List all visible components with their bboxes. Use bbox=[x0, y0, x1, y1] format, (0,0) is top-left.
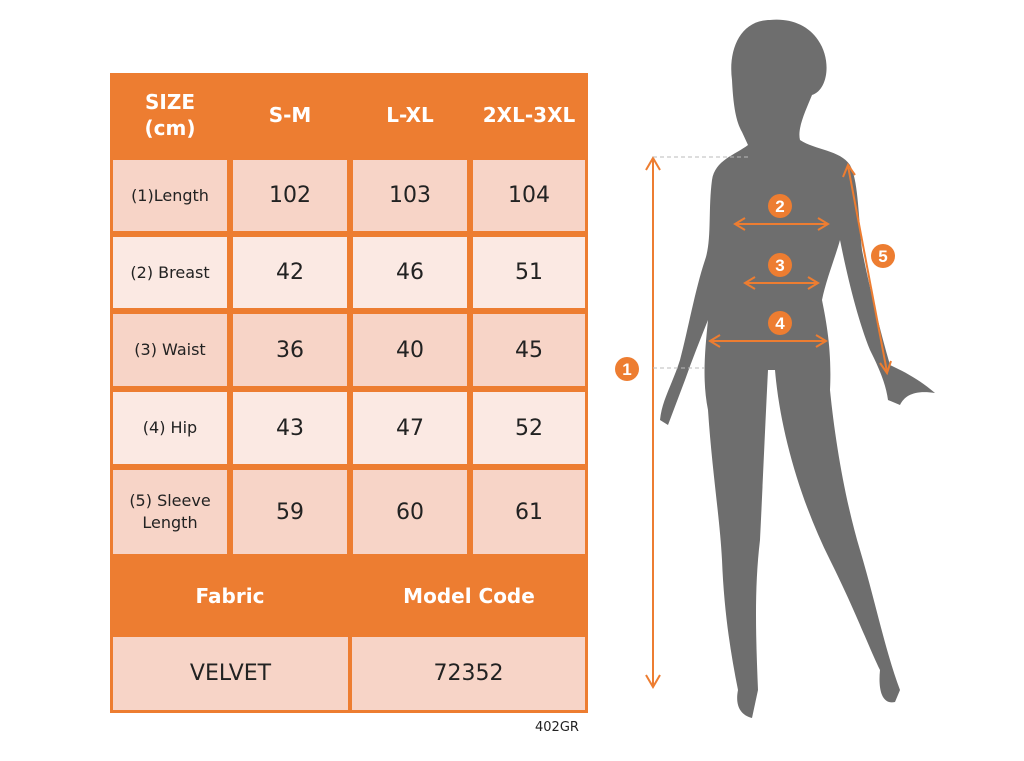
table-cell: 36 bbox=[233, 314, 347, 386]
row-label: (1)Length bbox=[113, 160, 227, 231]
marker-3 bbox=[768, 253, 792, 277]
model-code-header: Model Code bbox=[403, 584, 535, 608]
marker-2-label: 2 bbox=[775, 197, 784, 216]
row-label: (2) Breast bbox=[113, 237, 227, 308]
marker-2 bbox=[768, 194, 792, 218]
table-cell: 42 bbox=[233, 237, 347, 308]
fabric-header: Fabric bbox=[195, 584, 265, 608]
marker-1 bbox=[615, 357, 639, 381]
table-cell: 102 bbox=[233, 160, 347, 231]
fabric-value: VELVET bbox=[113, 637, 348, 710]
table-cell: 104 bbox=[473, 160, 585, 231]
table-cell: 43 bbox=[233, 392, 347, 464]
marker-4 bbox=[768, 311, 792, 335]
row-label: (3) Waist bbox=[113, 314, 227, 386]
body-measurement-figure: 1 2 3 4 5 bbox=[615, 19, 935, 718]
header-l-xl: L-XL bbox=[386, 103, 434, 127]
table-cell: 45 bbox=[473, 314, 585, 386]
marker-5 bbox=[871, 244, 895, 268]
row-label: (4) Hip bbox=[113, 392, 227, 464]
header-s-m: S-M bbox=[268, 103, 312, 127]
sleeve-arrow bbox=[847, 165, 888, 373]
marker-1-label: 1 bbox=[622, 360, 631, 379]
woman-silhouette bbox=[660, 19, 935, 718]
table-cell: 47 bbox=[353, 392, 467, 464]
table-cell: 60 bbox=[353, 470, 467, 554]
table-cell: 52 bbox=[473, 392, 585, 464]
table-cell: 51 bbox=[473, 237, 585, 308]
table-cell: 40 bbox=[353, 314, 467, 386]
row-label: (5) Sleeve Length bbox=[113, 470, 227, 554]
table-cell: 46 bbox=[353, 237, 467, 308]
size-chart-table: SIZE (cm) S-M L-XL 2XL-3XL (1)Length 102 1… bbox=[110, 73, 588, 713]
header-size-cm: SIZE (cm) bbox=[144, 90, 196, 140]
table-cell: 61 bbox=[473, 470, 585, 554]
product-code: 402GR bbox=[535, 720, 579, 735]
marker-3-label: 3 bbox=[775, 256, 784, 275]
table-cell: 59 bbox=[233, 470, 347, 554]
marker-4-label: 4 bbox=[775, 314, 785, 333]
model-code-value: 72352 bbox=[352, 637, 585, 710]
table-cell: 103 bbox=[353, 160, 467, 231]
marker-5-label: 5 bbox=[878, 247, 887, 266]
header-2xl-3xl: 2XL-3XL bbox=[482, 103, 576, 127]
